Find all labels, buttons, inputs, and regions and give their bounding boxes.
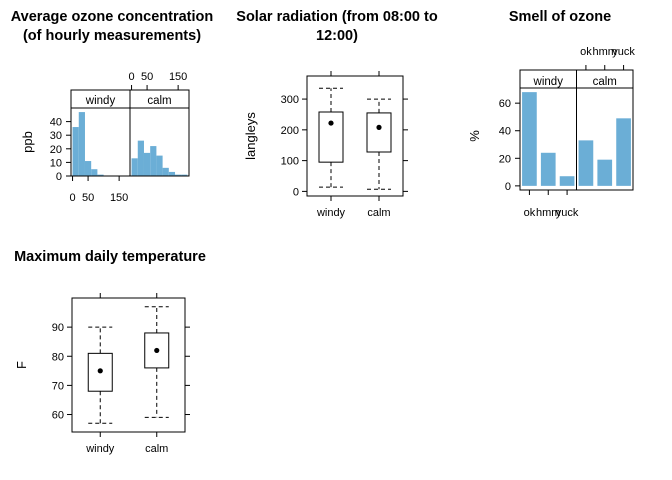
y-tick-label: 40 xyxy=(50,117,62,129)
x-tick-label-bottom: 0 xyxy=(69,192,75,204)
histogram-bar xyxy=(91,169,98,176)
temp-x-tick-label: calm xyxy=(145,443,168,455)
solar-y-axis-label: langleys xyxy=(243,112,258,160)
temp-mean-dot xyxy=(97,368,103,374)
histogram-bar xyxy=(97,174,104,176)
solar-box xyxy=(366,112,392,153)
solar-y-tick-label: 0 xyxy=(293,186,299,198)
temp-mean-dot xyxy=(154,347,160,354)
histogram-bar xyxy=(131,158,138,176)
panel-frame xyxy=(519,69,634,191)
y-tick-label: 20 xyxy=(50,144,62,156)
histogram-bar xyxy=(181,174,188,176)
y-tick-label: 0 xyxy=(505,181,511,193)
temp-box xyxy=(144,332,170,369)
smell-bar xyxy=(597,159,613,186)
x-tick-label-top: ok xyxy=(580,46,592,58)
smell-bar xyxy=(540,152,556,186)
solar-mean-dot xyxy=(328,120,334,126)
solar-mean-dot xyxy=(376,124,382,130)
smell-bar xyxy=(578,140,594,186)
smell-bar xyxy=(559,176,575,186)
smell-title: Smell of ozone xyxy=(509,9,611,25)
x-tick-label-bottom: 150 xyxy=(110,192,128,204)
temp-title: Maximum daily temperature xyxy=(14,249,206,265)
histogram-bar xyxy=(162,167,169,176)
temp-y-tick-label: 60 xyxy=(52,410,64,422)
temp-frame xyxy=(71,297,186,433)
x-tick-label-top: 150 xyxy=(169,71,187,83)
x-tick-label-top: 50 xyxy=(141,71,153,83)
histogram-bar xyxy=(156,155,163,176)
solar-x-tick-label: calm xyxy=(367,207,390,219)
solar-y-tick-label: 100 xyxy=(281,156,299,168)
y-tick-label: 60 xyxy=(499,98,511,110)
histogram-title: (of hourly measurements) xyxy=(23,28,201,44)
histogram-bar xyxy=(168,171,176,176)
solar-y-tick-label: 200 xyxy=(281,125,299,137)
y-axis-label: ppb xyxy=(20,131,35,153)
histogram-bar xyxy=(143,152,151,176)
x-tick-label-top: hmm xyxy=(593,46,617,58)
smell-bar xyxy=(616,118,631,186)
temp-y-tick-label: 80 xyxy=(52,351,64,363)
panel-strip-label: windy xyxy=(85,95,116,107)
y-tick-label: 10 xyxy=(50,157,62,169)
y-axis-label: % xyxy=(467,130,482,142)
temp-y-axis-label: F xyxy=(14,361,29,369)
temp-y-tick-label: 70 xyxy=(52,380,64,392)
histogram-bar xyxy=(137,140,144,176)
solar-frame xyxy=(306,75,404,197)
x-tick-label-bottom: yuck xyxy=(556,207,579,219)
temp-x-tick-label: windy xyxy=(85,443,115,455)
histogram-bar xyxy=(84,161,92,176)
panel-strip-label: windy xyxy=(533,76,564,88)
x-tick-label-bottom: ok xyxy=(524,207,536,219)
y-tick-label: 20 xyxy=(499,153,511,165)
solar-y-tick-label: 300 xyxy=(281,94,299,106)
y-tick-label: 0 xyxy=(56,171,62,183)
histogram-bar xyxy=(150,146,157,176)
panel-strip-label: calm xyxy=(593,76,617,88)
histogram-title: Average ozone concentration xyxy=(11,9,214,25)
temp-y-tick-label: 90 xyxy=(52,322,64,334)
y-tick-label: 30 xyxy=(50,130,62,142)
panel-strip-label: calm xyxy=(147,95,171,107)
histogram-bar xyxy=(175,174,182,176)
histogram-bar xyxy=(72,127,79,176)
x-tick-label-bottom: hmm xyxy=(536,207,560,219)
x-tick-label-top: 0 xyxy=(128,71,134,83)
solar-box xyxy=(318,111,344,163)
solar-title: Solar radiation (from 08:00 to xyxy=(236,9,438,25)
x-tick-label-top: yuck xyxy=(612,46,635,58)
solar-x-tick-label: windy xyxy=(316,207,346,219)
smell-bar xyxy=(522,92,537,186)
solar-title: 12:00) xyxy=(316,28,358,44)
x-tick-label-bottom: 50 xyxy=(82,192,94,204)
histogram-bar xyxy=(78,112,85,176)
y-tick-label: 40 xyxy=(499,126,511,138)
panel-frame xyxy=(70,89,190,177)
